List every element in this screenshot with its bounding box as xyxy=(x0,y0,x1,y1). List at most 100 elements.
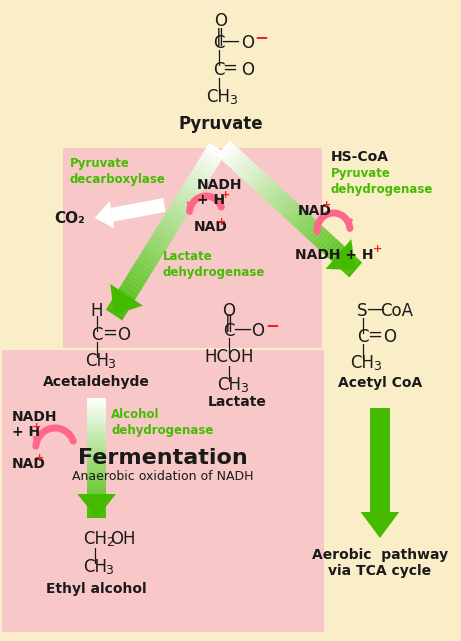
Polygon shape xyxy=(87,487,106,489)
Polygon shape xyxy=(87,434,106,437)
Polygon shape xyxy=(87,401,106,403)
Polygon shape xyxy=(193,166,211,180)
Polygon shape xyxy=(127,273,145,287)
Polygon shape xyxy=(87,485,106,487)
Polygon shape xyxy=(201,153,219,167)
Polygon shape xyxy=(118,287,137,301)
Polygon shape xyxy=(178,189,197,203)
Polygon shape xyxy=(238,160,254,178)
Polygon shape xyxy=(87,424,106,427)
Text: CH: CH xyxy=(217,376,241,394)
Polygon shape xyxy=(272,192,288,209)
Polygon shape xyxy=(301,219,317,236)
Text: Lactate
dehydrogenase: Lactate dehydrogenase xyxy=(162,250,265,279)
Polygon shape xyxy=(333,248,349,265)
Polygon shape xyxy=(184,179,203,194)
Text: O: O xyxy=(252,322,265,340)
Polygon shape xyxy=(299,216,314,233)
Polygon shape xyxy=(160,219,178,233)
Polygon shape xyxy=(219,143,235,160)
Polygon shape xyxy=(87,410,106,412)
Polygon shape xyxy=(87,494,106,496)
Polygon shape xyxy=(87,422,106,424)
Polygon shape xyxy=(87,444,106,446)
Polygon shape xyxy=(217,140,232,158)
Polygon shape xyxy=(87,511,106,513)
Text: NADH + H: NADH + H xyxy=(295,248,373,262)
Polygon shape xyxy=(307,224,322,241)
Polygon shape xyxy=(87,472,106,475)
Polygon shape xyxy=(106,306,124,320)
Polygon shape xyxy=(87,460,106,463)
Text: —: — xyxy=(221,32,239,50)
Polygon shape xyxy=(328,243,343,260)
Text: =: = xyxy=(102,324,117,342)
Text: CoA: CoA xyxy=(380,302,413,320)
Polygon shape xyxy=(152,233,170,247)
Text: C: C xyxy=(223,322,235,340)
Polygon shape xyxy=(199,156,218,170)
Polygon shape xyxy=(361,512,399,538)
Polygon shape xyxy=(222,146,238,163)
Text: |: | xyxy=(360,344,365,360)
Text: |: | xyxy=(216,78,221,94)
Polygon shape xyxy=(336,251,352,268)
Polygon shape xyxy=(174,196,193,210)
Text: |: | xyxy=(216,50,221,66)
Polygon shape xyxy=(145,243,164,257)
Polygon shape xyxy=(158,223,176,237)
Text: CH: CH xyxy=(83,558,107,576)
Polygon shape xyxy=(170,203,189,217)
Polygon shape xyxy=(87,427,106,429)
Text: 3: 3 xyxy=(105,564,113,577)
Text: Ethyl alcohol: Ethyl alcohol xyxy=(47,582,147,596)
Polygon shape xyxy=(87,496,106,499)
Polygon shape xyxy=(87,441,106,444)
Text: CH: CH xyxy=(85,352,109,370)
Polygon shape xyxy=(87,475,106,477)
Text: +: + xyxy=(32,422,41,432)
Polygon shape xyxy=(87,504,106,506)
FancyBboxPatch shape xyxy=(63,148,322,348)
Polygon shape xyxy=(320,236,336,253)
Polygon shape xyxy=(325,239,356,270)
Polygon shape xyxy=(87,437,106,439)
Polygon shape xyxy=(370,408,390,512)
Text: NADH: NADH xyxy=(197,178,242,192)
Polygon shape xyxy=(227,150,243,168)
Polygon shape xyxy=(191,169,209,183)
Polygon shape xyxy=(87,449,106,451)
Polygon shape xyxy=(203,149,221,163)
Polygon shape xyxy=(133,263,151,277)
Text: NADH: NADH xyxy=(12,410,57,424)
Polygon shape xyxy=(141,249,160,263)
Text: +: + xyxy=(322,200,331,210)
Polygon shape xyxy=(248,170,264,187)
Polygon shape xyxy=(257,177,272,194)
Text: O: O xyxy=(383,328,396,346)
Polygon shape xyxy=(246,167,261,185)
Polygon shape xyxy=(87,453,106,456)
Text: |: | xyxy=(92,548,97,564)
Text: 3: 3 xyxy=(240,382,248,395)
Polygon shape xyxy=(87,412,106,415)
Polygon shape xyxy=(341,255,357,272)
Polygon shape xyxy=(131,266,149,280)
Text: |: | xyxy=(360,318,365,334)
Polygon shape xyxy=(241,162,256,180)
Text: HS-CoA: HS-CoA xyxy=(331,150,389,164)
Polygon shape xyxy=(137,256,155,271)
Text: O: O xyxy=(214,12,227,30)
Polygon shape xyxy=(187,176,205,190)
Polygon shape xyxy=(129,269,147,284)
Text: Fermentation: Fermentation xyxy=(77,448,247,468)
Text: −: − xyxy=(266,316,279,334)
Polygon shape xyxy=(339,253,354,270)
Text: |: | xyxy=(94,342,99,358)
Polygon shape xyxy=(304,221,320,238)
Polygon shape xyxy=(225,148,240,165)
FancyBboxPatch shape xyxy=(2,350,324,632)
Text: Aerobic  pathway: Aerobic pathway xyxy=(312,548,448,562)
Polygon shape xyxy=(183,183,201,197)
Polygon shape xyxy=(87,417,106,420)
